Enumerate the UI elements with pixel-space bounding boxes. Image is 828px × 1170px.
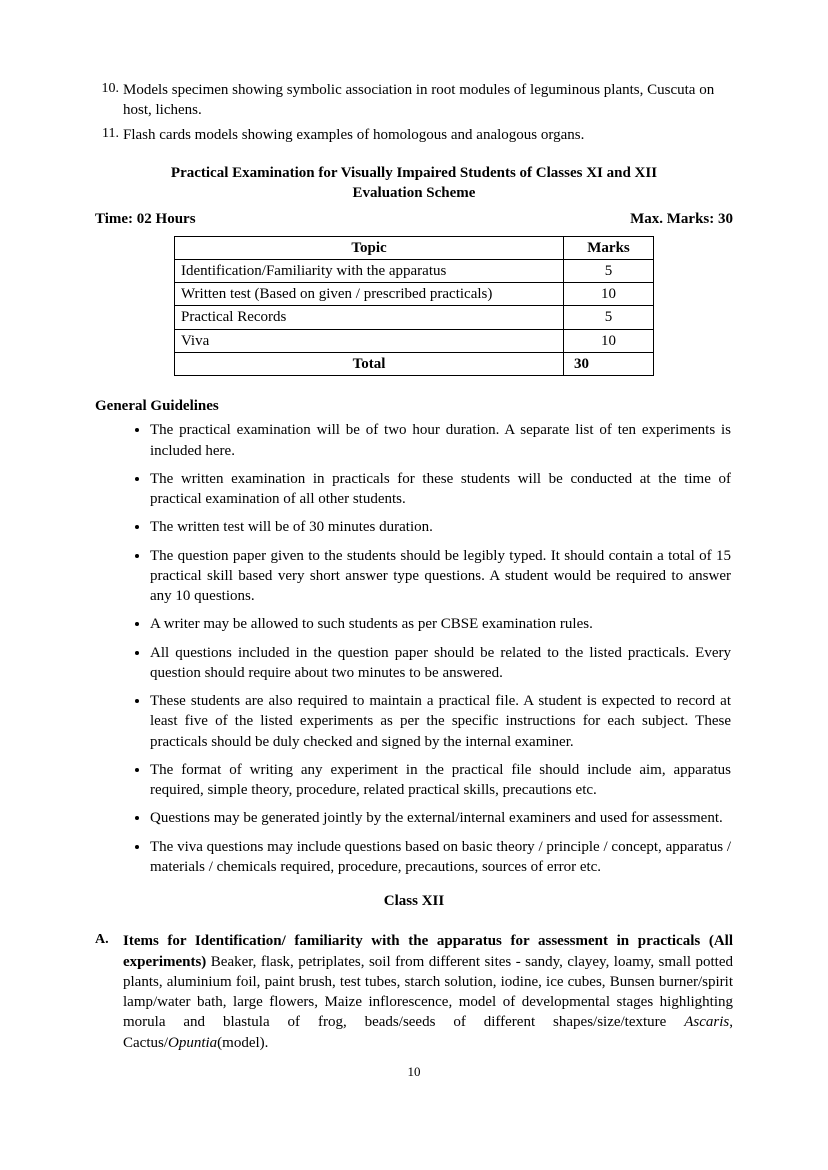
table-row: Identification/Familiarity with the appa… <box>175 259 654 282</box>
class-heading: Class XII <box>95 891 733 911</box>
item-a-label: A. <box>95 931 123 1053</box>
guideline-item: The question paper given to the students… <box>150 546 733 607</box>
guideline-item: The written examination in practicals fo… <box>150 469 733 510</box>
section-title: Practical Examination for Visually Impai… <box>95 163 733 204</box>
guideline-item: All questions included in the question p… <box>150 643 733 684</box>
item-number: 10. <box>95 80 123 121</box>
page-number: 10 <box>95 1063 733 1081</box>
time-label: Time: 02 Hours <box>95 209 196 229</box>
cell-total-marks: 30 <box>564 352 654 375</box>
guideline-item: Questions may be generated jointly by th… <box>150 808 733 828</box>
item-a-text-1: Beaker, flask, petriplates, soil from di… <box>123 954 733 1031</box>
time-marks-row: Time: 02 Hours Max. Marks: 30 <box>95 209 733 229</box>
evaluation-table: Topic Marks Identification/Familiarity w… <box>174 236 654 377</box>
cell-marks: 10 <box>564 329 654 352</box>
section-title-line2: Evaluation Scheme <box>95 183 733 203</box>
table-total-row: Total 30 <box>175 352 654 375</box>
guideline-item: The written test will be of 30 minutes d… <box>150 517 733 537</box>
list-item-11: 11. Flash cards models showing examples … <box>95 125 733 145</box>
cell-total-label: Total <box>175 352 564 375</box>
table-row: Viva 10 <box>175 329 654 352</box>
cell-marks: 10 <box>564 283 654 306</box>
table-row: Practical Records 5 <box>175 306 654 329</box>
col-header-marks: Marks <box>564 236 654 259</box>
cell-topic: Identification/Familiarity with the appa… <box>175 259 564 282</box>
cell-topic: Written test (Based on given / prescribe… <box>175 283 564 306</box>
item-a-body: Items for Identification/ familiarity wi… <box>123 931 733 1053</box>
prior-list: 10. Models specimen showing symbolic ass… <box>95 80 733 145</box>
item-text: Models specimen showing symbolic associa… <box>123 80 733 121</box>
item-a-italic-1: Ascaris <box>684 1014 729 1030</box>
guideline-item: A writer may be allowed to such students… <box>150 614 733 634</box>
guideline-item: The format of writing any experiment in … <box>150 760 733 801</box>
cell-marks: 5 <box>564 259 654 282</box>
item-a-italic-2: Opuntia <box>168 1035 217 1051</box>
item-a: A. Items for Identification/ familiarity… <box>95 931 733 1053</box>
cell-marks: 5 <box>564 306 654 329</box>
item-text: Flash cards models showing examples of h… <box>123 125 733 145</box>
section-title-line1: Practical Examination for Visually Impai… <box>95 163 733 183</box>
guideline-item: The viva questions may include questions… <box>150 837 733 878</box>
item-number: 11. <box>95 125 123 145</box>
general-guidelines-heading: General Guidelines <box>95 396 733 416</box>
list-item-10: 10. Models specimen showing symbolic ass… <box>95 80 733 121</box>
table-row: Written test (Based on given / prescribe… <box>175 283 654 306</box>
table-header-row: Topic Marks <box>175 236 654 259</box>
col-header-topic: Topic <box>175 236 564 259</box>
max-marks-label: Max. Marks: 30 <box>630 209 733 229</box>
cell-topic: Practical Records <box>175 306 564 329</box>
guideline-item: The practical examination will be of two… <box>150 420 733 461</box>
item-a-text-3: (model). <box>217 1035 268 1051</box>
guidelines-list: The practical examination will be of two… <box>95 420 733 877</box>
guideline-item: These students are also required to main… <box>150 691 733 752</box>
cell-topic: Viva <box>175 329 564 352</box>
